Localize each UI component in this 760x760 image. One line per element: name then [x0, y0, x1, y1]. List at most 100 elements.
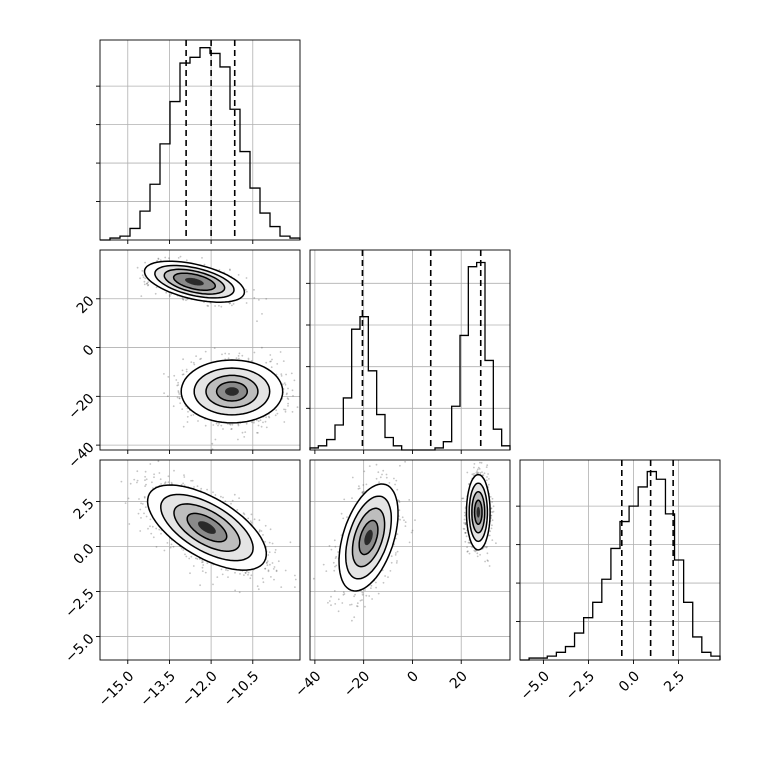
scatter-point: [342, 593, 345, 596]
scatter-point: [287, 398, 290, 401]
scatter-point: [337, 610, 340, 613]
scatter-point: [239, 573, 241, 575]
scatter-point: [207, 305, 210, 307]
scatter-point: [261, 346, 263, 349]
scatter-point: [282, 360, 285, 362]
scatter-point: [170, 543, 173, 546]
scatter-point: [143, 512, 145, 515]
scatter-point: [394, 483, 396, 486]
scatter-point: [159, 478, 162, 481]
scatter-point: [195, 355, 198, 357]
scatter-point: [249, 577, 252, 580]
scatter-point: [149, 525, 151, 528]
scatter-panel-x0-x2: [96, 459, 301, 664]
scatter-point: [250, 574, 253, 577]
scatter-point: [325, 570, 328, 572]
scatter-point: [262, 534, 264, 536]
scatter-point: [139, 508, 142, 511]
scatter-point: [396, 488, 399, 491]
scatter-point: [238, 357, 240, 360]
scatter-point: [274, 551, 276, 554]
scatter-point: [202, 564, 205, 566]
scatter-point: [258, 530, 261, 533]
scatter-point: [231, 304, 233, 307]
scatter-point: [384, 575, 386, 577]
scatter-point: [250, 521, 253, 524]
scatter-point: [166, 542, 169, 544]
scatter-point: [238, 591, 241, 594]
scatter-point: [285, 373, 287, 376]
scatter-point: [227, 569, 229, 572]
scatter-point: [410, 531, 413, 534]
scatter-point: [354, 593, 356, 596]
scatter-point: [229, 268, 231, 271]
scatter-point: [267, 554, 270, 556]
scatter-point: [227, 576, 229, 578]
scatter-point: [333, 539, 336, 542]
scatter-point: [237, 423, 240, 426]
scatter-point: [163, 373, 165, 375]
scatter-point: [143, 280, 146, 283]
scatter-point: [243, 574, 245, 576]
histogram-step: [520, 470, 721, 661]
scatter-point: [212, 424, 215, 426]
scatter-point: [258, 529, 261, 532]
scatter-point: [333, 590, 336, 592]
scatter-point: [396, 560, 398, 562]
scatter-point: [280, 373, 283, 375]
scatter-point: [283, 408, 285, 411]
scatter-point: [390, 561, 393, 564]
scatter-point: [261, 313, 263, 315]
scatter-point: [351, 476, 354, 479]
scatter-point: [136, 470, 139, 473]
scatter-point: [213, 347, 216, 349]
scatter-point: [167, 481, 170, 484]
scatter-point: [128, 523, 131, 525]
scatter-point: [253, 351, 256, 354]
scatter-point: [169, 546, 172, 549]
scatter-point: [356, 605, 358, 607]
scatter-point: [192, 361, 195, 364]
scatter-point: [159, 259, 162, 262]
scatter-point: [330, 604, 332, 607]
scatter-point: [390, 555, 393, 558]
scatter-point: [361, 599, 363, 601]
scatter-point: [361, 490, 364, 493]
scatter-point: [172, 405, 175, 408]
scatter-point: [157, 257, 160, 260]
scatter-point: [156, 260, 159, 262]
scatter-point: [186, 298, 189, 301]
scatter-point: [139, 277, 142, 280]
scatter-point: [167, 475, 170, 478]
scatter-point: [253, 518, 256, 521]
scatter-point: [335, 555, 338, 558]
contour-line: [180, 359, 284, 424]
scatter-point: [228, 423, 231, 425]
scatter-point: [273, 578, 275, 581]
scatter-point: [157, 258, 160, 260]
scatter-point: [368, 465, 371, 467]
scatter-point: [265, 426, 268, 429]
scatter-point: [225, 569, 227, 571]
scatter-point: [291, 411, 294, 413]
scatter-point: [155, 527, 158, 530]
scatter-point: [242, 512, 245, 515]
scatter-point: [264, 540, 266, 543]
scatter-point: [179, 402, 182, 405]
scatter-point: [124, 502, 127, 504]
scatter-point: [236, 509, 239, 511]
scatter-point: [144, 485, 147, 487]
scatter-point: [182, 358, 185, 361]
scatter-point: [139, 530, 142, 532]
scatter-point: [177, 257, 180, 259]
contour-line: [143, 260, 246, 303]
scatter-point: [189, 572, 191, 575]
scatter-point: [177, 381, 180, 384]
scatter-point: [200, 487, 203, 490]
scatter-point: [182, 549, 185, 551]
scatter-point: [233, 493, 236, 496]
scatter-point: [268, 551, 271, 554]
scatter-point: [404, 525, 407, 527]
scatter-point: [272, 568, 275, 570]
scatter-point: [215, 422, 218, 425]
